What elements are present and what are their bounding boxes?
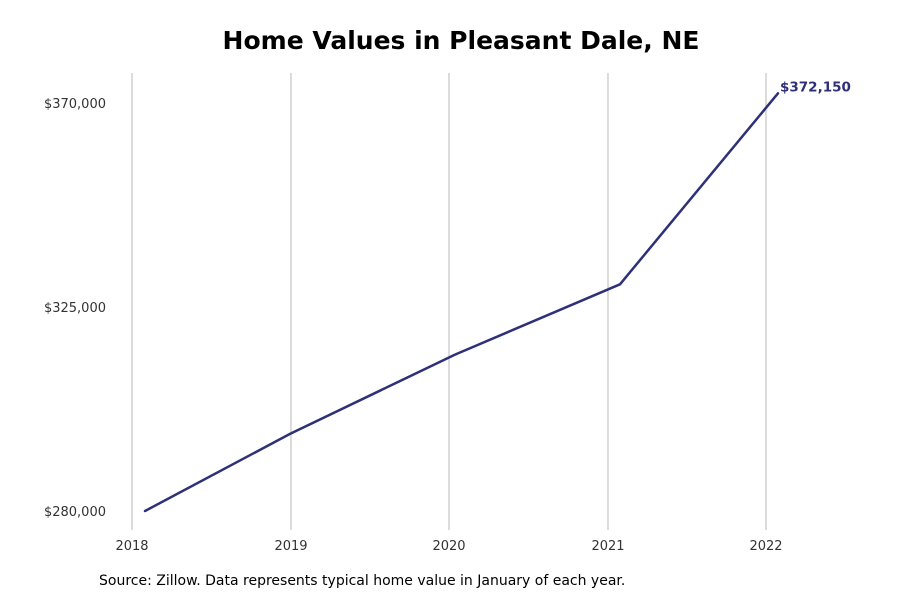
x-tick-label: 2019 [274,539,307,554]
series-layer: $372,150 [143,79,851,513]
x-tick-label: 2020 [432,539,465,554]
x-tick-label: 2021 [591,539,624,554]
y-tick-label: $325,000 [44,301,106,316]
x-tick-label: 2022 [749,539,782,554]
x-tick-label: 2018 [115,539,148,554]
end-value-label: $372,150 [780,79,851,95]
gridlines [131,73,767,530]
series-line [143,92,780,513]
x-axis-tick-labels: 2018 2019 2020 2021 2022 [115,539,782,554]
y-tick-label: $370,000 [44,97,106,112]
source-note: Source: Zillow. Data represents typical … [99,573,626,589]
y-axis-tick-labels: $280,000 $325,000 $370,000 [44,97,106,520]
chart-title: Home Values in Pleasant Dale, NE [222,26,700,55]
y-tick-label: $280,000 [44,505,106,520]
